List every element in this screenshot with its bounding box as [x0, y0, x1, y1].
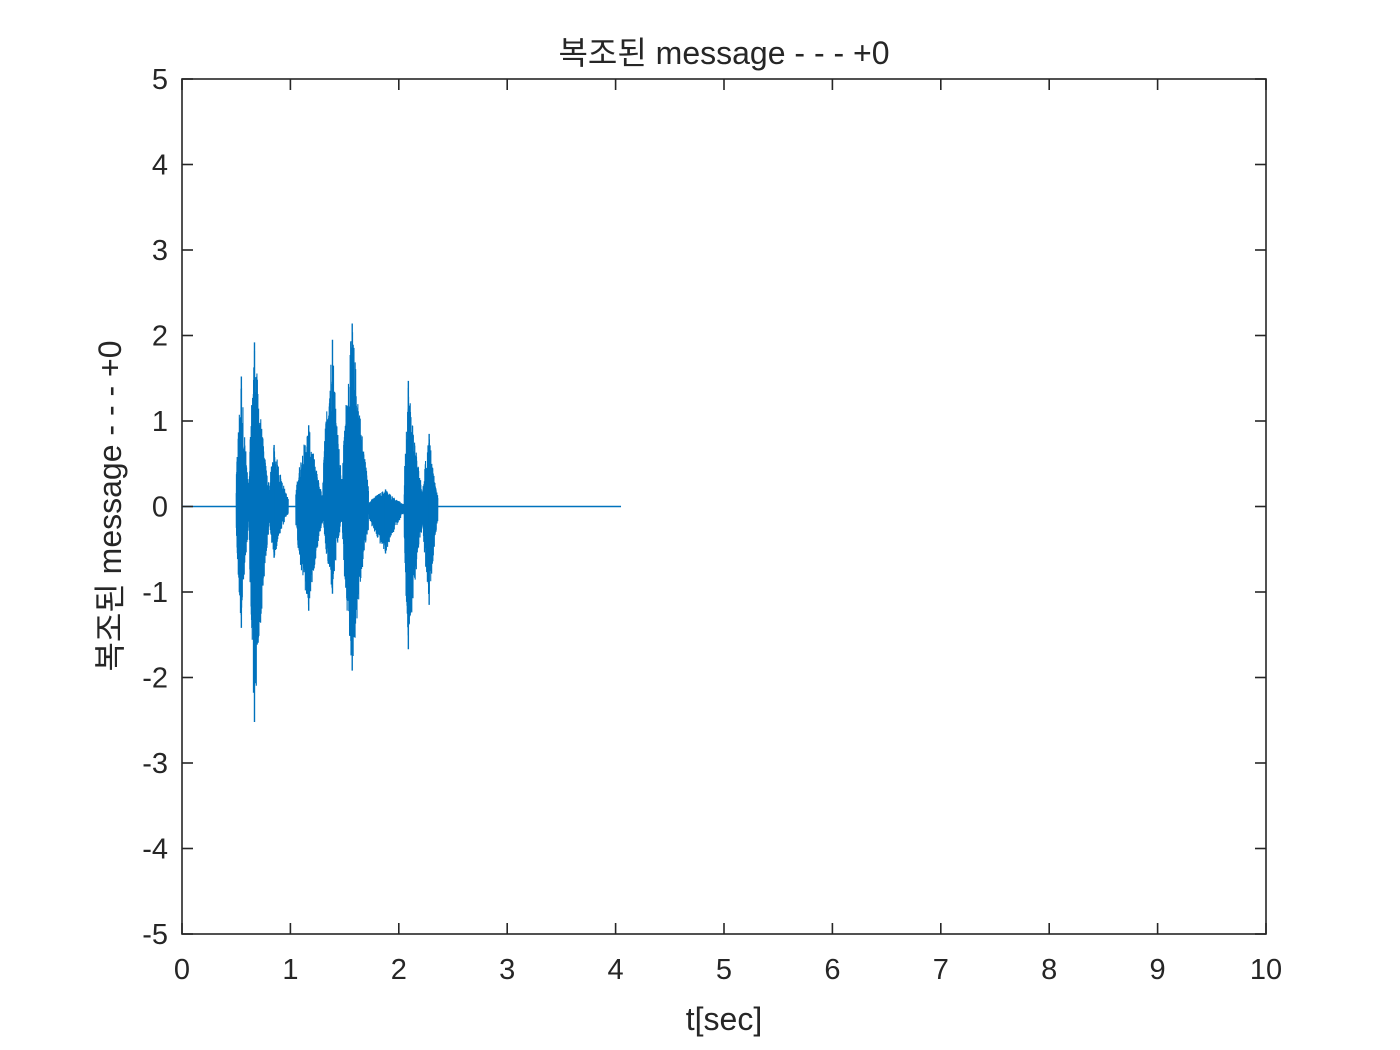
- series-burst: [403, 387, 424, 636]
- x-tick-label: 8: [1041, 954, 1057, 986]
- y-tick-label: 4: [152, 150, 168, 182]
- x-tick-label: 3: [499, 954, 515, 986]
- series-burst: [341, 332, 369, 657]
- x-tick-label: 4: [608, 954, 624, 986]
- y-axis-ticks: 5 4 3 2 1 0 -1 -2 -3 -4 -5: [142, 64, 1266, 951]
- series-burst: [268, 447, 289, 558]
- y-tick-label: -4: [142, 834, 168, 866]
- x-axis-label: t[sec]: [686, 1001, 762, 1037]
- series-burst: [248, 350, 270, 693]
- y-tick-label: -1: [142, 577, 168, 609]
- x-tick-label: 2: [391, 954, 407, 986]
- y-tick-label: 3: [152, 235, 168, 267]
- y-tick-label: 1: [152, 406, 168, 438]
- x-tick-label: 5: [716, 954, 732, 986]
- y-tick-label: -2: [142, 663, 168, 695]
- x-tick-label: 7: [933, 954, 949, 986]
- x-tick-label: 9: [1150, 954, 1166, 986]
- series-burst: [422, 439, 439, 595]
- y-tick-label: 0: [152, 492, 168, 524]
- x-tick-label: 10: [1250, 954, 1282, 986]
- y-tick-label: -3: [142, 748, 168, 780]
- x-tick-label: 0: [174, 954, 190, 986]
- series-line: [182, 323, 622, 722]
- x-axis-ticks: 0 1 2 3 4 5 6 7 8 9 10: [174, 79, 1282, 986]
- y-tick-label: -5: [142, 919, 168, 951]
- y-tick-label: 5: [152, 64, 168, 96]
- x-tick-label: 1: [282, 954, 298, 986]
- y-tick-label: 2: [152, 321, 168, 353]
- x-tick-label: 6: [824, 954, 840, 986]
- y-axis-label: 복조된 message - - - +0: [92, 340, 128, 671]
- series-burst: [367, 490, 405, 552]
- series-burst: [235, 387, 250, 616]
- chart-title: 복조된 message - - - +0: [558, 35, 889, 71]
